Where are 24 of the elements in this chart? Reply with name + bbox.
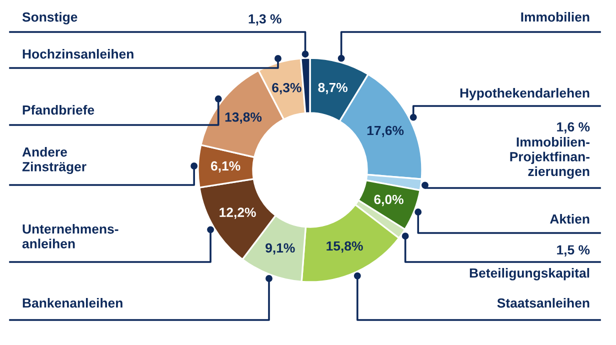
data-label: 1,3 % bbox=[248, 14, 282, 26]
data-label: 6,0% bbox=[374, 194, 404, 206]
slice-label: Immobilien- Projektfinan- zierungen bbox=[510, 137, 590, 179]
data-label: 13,8% bbox=[225, 112, 262, 124]
data-label: 8,7% bbox=[318, 82, 348, 94]
data-label: 6,1% bbox=[210, 161, 240, 173]
slice-label: Hypothekendarlehen bbox=[460, 88, 590, 100]
data-label: 9,1% bbox=[266, 243, 295, 254]
slice-label: Staatsanleihen bbox=[497, 298, 590, 308]
data-label: 6,3% bbox=[272, 82, 302, 94]
data-label: 15,8% bbox=[326, 241, 363, 253]
data-label: 1,5 % bbox=[557, 245, 590, 256]
slice-label: Bankenanleihen bbox=[22, 298, 122, 308]
slice-label: Unternehmens- anleihen bbox=[22, 224, 118, 248]
slice-label: Immobilien bbox=[521, 12, 590, 22]
slice-label: Hochzinsanleihen bbox=[22, 49, 134, 59]
slice-label: Aktien bbox=[550, 214, 590, 224]
slice-label: Beteiligungskapital bbox=[470, 268, 590, 280]
data-label: 17,6% bbox=[367, 126, 404, 138]
data-label: 12,2% bbox=[220, 208, 256, 219]
slice-label: Pfandbriefe bbox=[22, 105, 94, 115]
data-label: 1,6 % bbox=[557, 122, 590, 134]
slice-label: Sonstige bbox=[22, 12, 78, 24]
slice-label: Andere Zinsträger bbox=[22, 147, 86, 174]
